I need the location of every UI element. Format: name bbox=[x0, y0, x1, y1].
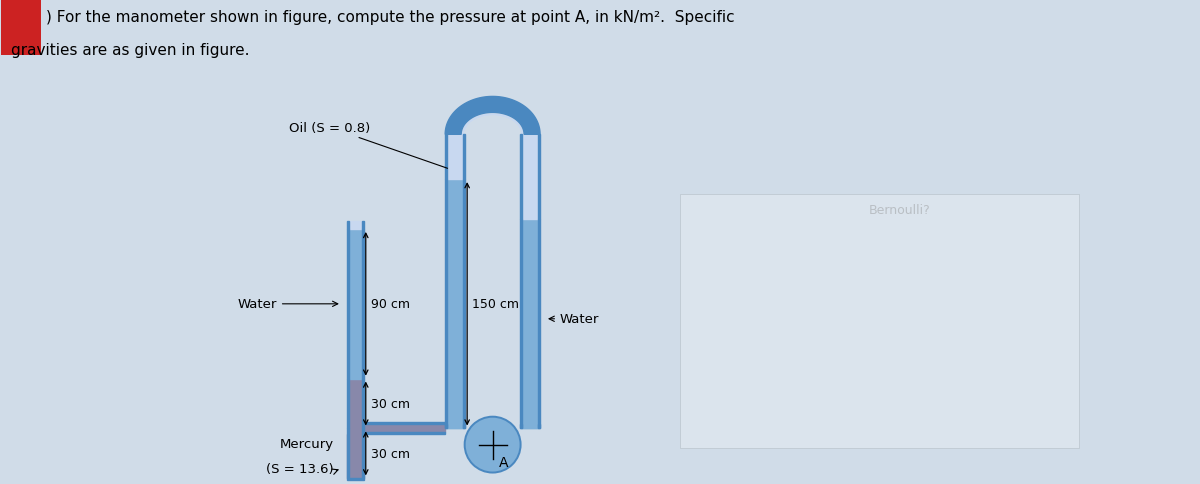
Polygon shape bbox=[349, 428, 361, 478]
Polygon shape bbox=[347, 478, 364, 480]
Text: A: A bbox=[499, 454, 508, 469]
Polygon shape bbox=[520, 220, 522, 428]
Polygon shape bbox=[364, 433, 445, 435]
Polygon shape bbox=[445, 135, 448, 180]
Polygon shape bbox=[445, 97, 540, 135]
Polygon shape bbox=[445, 180, 448, 428]
Polygon shape bbox=[364, 423, 445, 424]
Text: 30 cm: 30 cm bbox=[371, 397, 409, 410]
Polygon shape bbox=[347, 222, 349, 229]
Text: Mercury: Mercury bbox=[280, 437, 334, 450]
Polygon shape bbox=[361, 379, 364, 428]
Polygon shape bbox=[538, 424, 540, 428]
FancyBboxPatch shape bbox=[680, 195, 1080, 449]
Text: Water: Water bbox=[550, 313, 600, 326]
Circle shape bbox=[463, 416, 522, 473]
Text: Water: Water bbox=[238, 298, 337, 311]
Polygon shape bbox=[347, 379, 349, 428]
Text: Bernoulli?: Bernoulli? bbox=[869, 203, 930, 216]
Polygon shape bbox=[445, 424, 448, 428]
Polygon shape bbox=[522, 424, 538, 428]
Polygon shape bbox=[463, 135, 466, 180]
Polygon shape bbox=[349, 222, 361, 229]
Polygon shape bbox=[522, 135, 538, 220]
Polygon shape bbox=[448, 135, 463, 180]
Polygon shape bbox=[448, 180, 463, 428]
Polygon shape bbox=[347, 435, 364, 478]
Polygon shape bbox=[361, 229, 364, 379]
Polygon shape bbox=[347, 428, 349, 478]
Text: (S = 13.6): (S = 13.6) bbox=[266, 462, 334, 475]
Polygon shape bbox=[520, 424, 522, 428]
Polygon shape bbox=[361, 428, 364, 478]
Polygon shape bbox=[347, 229, 349, 379]
Text: Oil (S = 0.8): Oil (S = 0.8) bbox=[289, 121, 448, 169]
Text: ) For the manometer shown in figure, compute the pressure at point A, in kN/m². : ) For the manometer shown in figure, com… bbox=[46, 10, 734, 25]
Polygon shape bbox=[463, 424, 466, 428]
Text: 150 cm: 150 cm bbox=[472, 298, 520, 311]
Polygon shape bbox=[538, 220, 540, 428]
Polygon shape bbox=[520, 135, 522, 220]
Polygon shape bbox=[361, 222, 364, 229]
Polygon shape bbox=[538, 135, 540, 220]
Polygon shape bbox=[349, 379, 361, 428]
Text: 90 cm: 90 cm bbox=[371, 298, 409, 311]
Polygon shape bbox=[463, 180, 466, 428]
Circle shape bbox=[466, 418, 520, 471]
Text: gravities are as given in figure.: gravities are as given in figure. bbox=[11, 43, 250, 58]
Text: 30 cm: 30 cm bbox=[371, 447, 409, 460]
Polygon shape bbox=[463, 115, 522, 135]
Polygon shape bbox=[448, 424, 463, 428]
FancyBboxPatch shape bbox=[1, 0, 41, 56]
Polygon shape bbox=[349, 229, 361, 379]
Polygon shape bbox=[364, 424, 445, 433]
Polygon shape bbox=[522, 220, 538, 428]
